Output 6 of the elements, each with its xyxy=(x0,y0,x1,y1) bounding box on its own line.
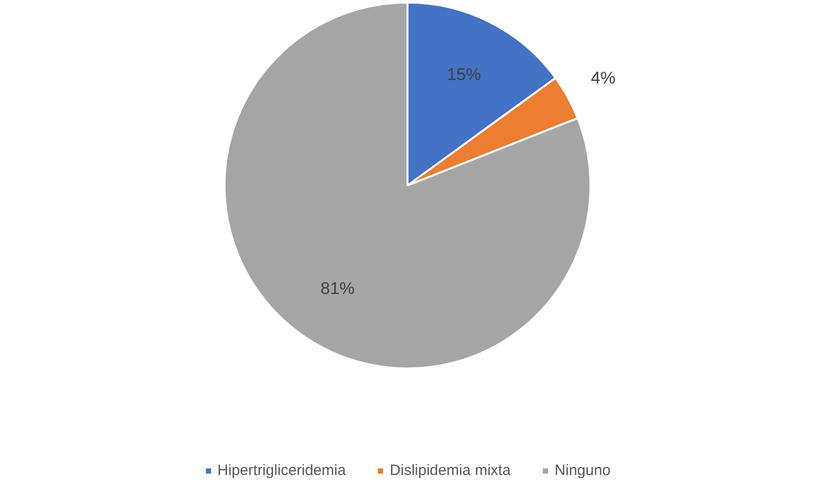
data-label: 4% xyxy=(590,68,616,88)
data-label: 81% xyxy=(320,278,355,298)
legend-label: Ninguno xyxy=(554,462,611,479)
legend-label: Dislipidemia mixta xyxy=(390,462,511,479)
data-label: 15% xyxy=(446,65,482,84)
legend-label: Hipertrigliceridemia xyxy=(217,462,346,479)
